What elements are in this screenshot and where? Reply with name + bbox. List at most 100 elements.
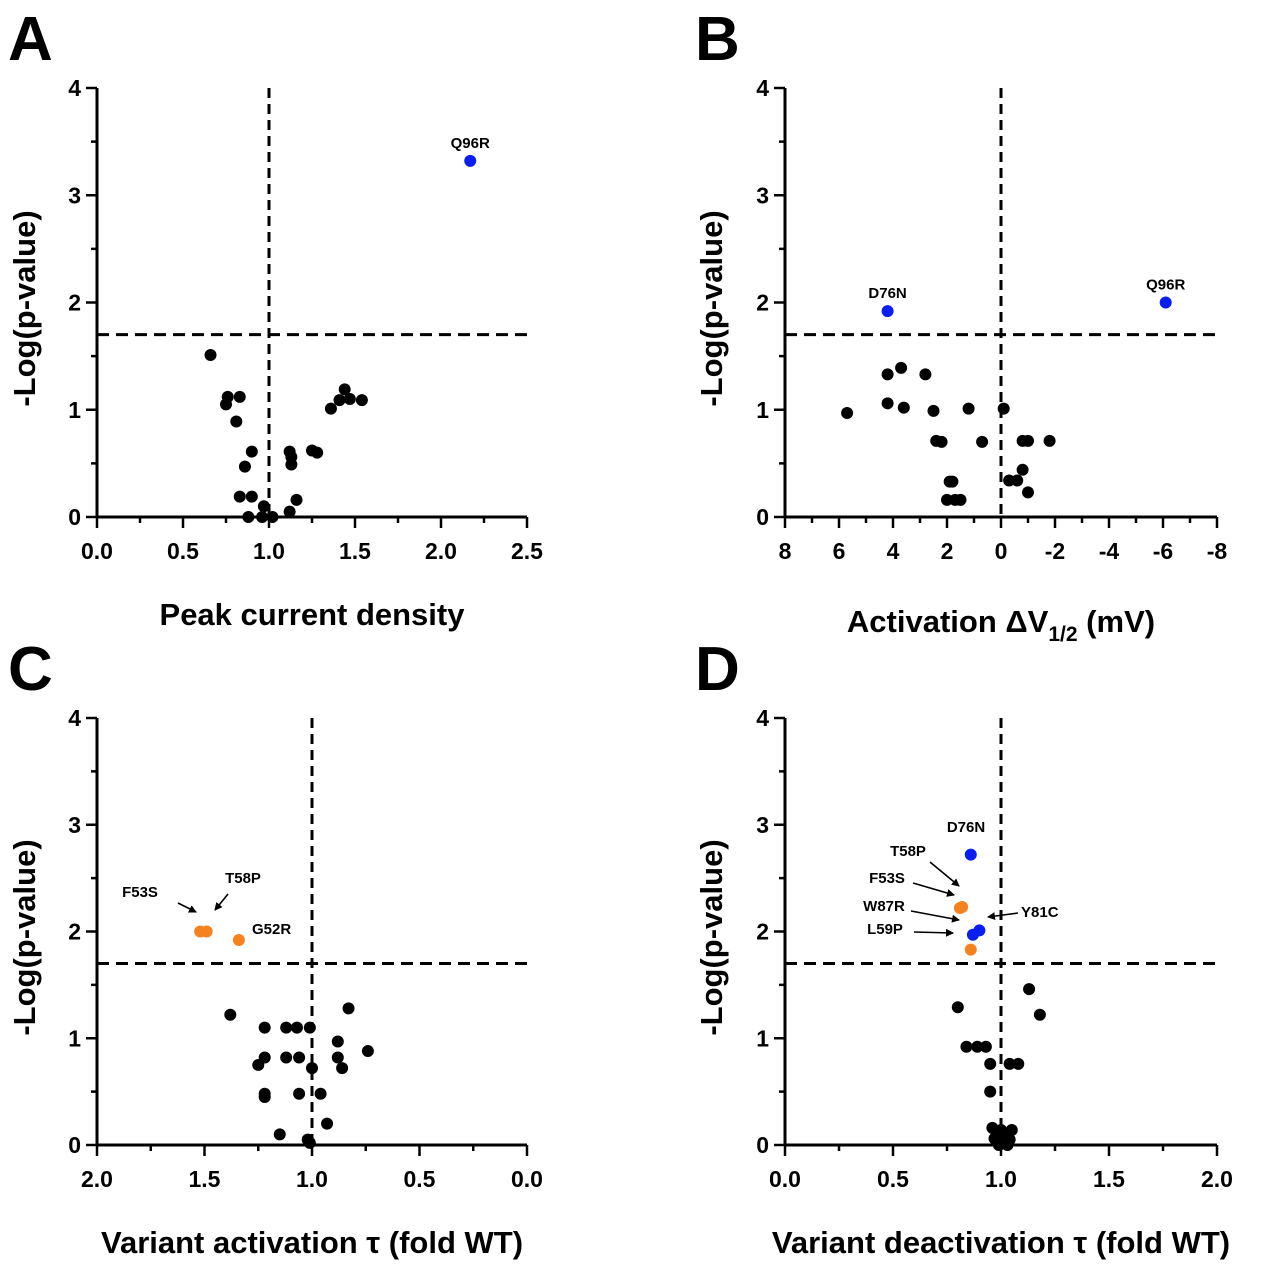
data-point: [280, 1051, 293, 1064]
data-point: [233, 490, 246, 503]
data-point: [971, 1040, 984, 1053]
data-point: [285, 458, 298, 471]
data-point: [280, 1021, 293, 1034]
data-point: [224, 1008, 237, 1021]
data-point: [233, 390, 246, 403]
panel-a: A 0 1 2 3 4 0.0 0.5 1.0 1.5 2.0 2.5 -Log(p-value) Pea…: [7, 5, 543, 632]
data-point: [324, 402, 337, 415]
panel-letter: D: [695, 635, 740, 704]
point-f53s: [953, 902, 966, 915]
data-point: [343, 393, 356, 406]
data-point: [992, 1139, 1005, 1151]
data-point: [984, 1085, 997, 1098]
x-tick-label: 1.5: [1093, 1166, 1125, 1192]
data-point: [1016, 463, 1029, 476]
label-arrow: [987, 912, 1019, 921]
panel-c: C 0 1 2 3 4 2.0 1.5 1.0 0.5 0.0 -Log(p-value) Varian…: [7, 635, 543, 1260]
y-tick-label: 1: [68, 1025, 81, 1051]
data-point: [1023, 983, 1036, 996]
x-tick-label: -4: [1099, 538, 1120, 564]
data-point: [283, 505, 296, 518]
data-point: [293, 1087, 306, 1100]
data-point: [1022, 486, 1034, 499]
y-tick-label: 4: [756, 75, 769, 101]
y-tick-label: 4: [756, 705, 769, 731]
data-point: [273, 1128, 286, 1141]
data-point: [1005, 1124, 1018, 1137]
x-tick-label: 0.0: [511, 1166, 543, 1192]
data-point: [204, 349, 217, 362]
point-t58p: [200, 925, 213, 938]
x-tick-label: 6: [833, 538, 846, 564]
y-tick-label: 2: [68, 290, 81, 316]
data-point: [342, 1002, 355, 1015]
data-point: [303, 1021, 316, 1034]
data-point: [306, 1062, 318, 1075]
y-axis-label: -Log(p-value): [694, 210, 729, 406]
y-tick-label: 0: [68, 1132, 81, 1158]
data-point: [951, 1001, 964, 1014]
data-point: [979, 1040, 992, 1053]
data-point: [314, 1087, 327, 1100]
data-point: [954, 493, 967, 506]
y-tick-label: 2: [756, 919, 769, 945]
x-axis-label: Activation ΔV1/2 (mV): [847, 604, 1155, 646]
x-tick-label: 2: [941, 538, 954, 564]
x-tick-label: -8: [1207, 538, 1228, 564]
label-arrow: [910, 910, 960, 923]
x-tick-label: 0.5: [404, 1166, 436, 1192]
label-arrow: [913, 928, 954, 937]
y-tick-label: 4: [68, 75, 81, 101]
y-tick-label: 2: [68, 919, 81, 945]
data-point: [1003, 1057, 1016, 1070]
x-axis-label: Variant activation τ (fold WT): [101, 1225, 523, 1260]
panel-letter: A: [8, 5, 53, 74]
point-q96r: [1159, 296, 1172, 309]
point-d76n: [881, 305, 894, 318]
data-point: [895, 361, 908, 374]
panel-letter: B: [695, 5, 740, 74]
data-point: [361, 1045, 374, 1058]
point-label: Q96R: [1146, 277, 1185, 294]
x-tick-label: 2.0: [81, 1166, 113, 1192]
data-point: [238, 460, 251, 473]
x-tick-label: 1.0: [296, 1166, 328, 1192]
data-point: [245, 490, 258, 503]
label-arrow: [214, 893, 229, 911]
point-label: F53S: [122, 884, 158, 901]
data-point: [230, 415, 243, 428]
data-point: [331, 1051, 344, 1064]
point-d76n: [964, 848, 977, 861]
x-tick-label: -2: [1045, 538, 1065, 564]
y-tick-label: 0: [756, 504, 769, 530]
data-point: [290, 493, 303, 506]
data-point: [976, 435, 989, 448]
point-label: D76N: [868, 285, 906, 302]
data-point: [943, 475, 956, 488]
label-arrow: [177, 902, 197, 913]
data-point: [1012, 1057, 1025, 1070]
data-point: [355, 394, 368, 407]
y-tick-label: 1: [756, 397, 769, 423]
data-point: [897, 401, 910, 414]
point-label: G52R: [252, 921, 291, 938]
x-tick-label: 1.0: [985, 1166, 1017, 1192]
y-tick-label: 0: [68, 504, 81, 530]
data-point: [1001, 1139, 1014, 1151]
y-tick-label: 3: [68, 182, 81, 208]
data-point: [311, 446, 324, 459]
x-axis-label: Peak current density: [160, 597, 466, 632]
data-point: [245, 445, 258, 458]
y-tick-label: 1: [68, 397, 81, 423]
x-tick-label: 0.5: [167, 538, 199, 564]
x-tick-label: 2.0: [425, 538, 457, 564]
panel-d: D 0 1 2 3 4 0.0 0.5 1.0 1.5 2.0 -Log(p-value) Varian…: [694, 635, 1233, 1260]
data-point: [336, 1062, 349, 1075]
data-point: [293, 1051, 306, 1064]
y-tick-label: 3: [68, 812, 81, 838]
panel-b: B 0 1 2 3 4 8 6 4 2 0 -2 -4 -6 -8 -Log(p-value) Activati…: [694, 5, 1227, 646]
point-label: T58P: [890, 843, 926, 860]
data-point: [962, 402, 975, 415]
data-point: [331, 1035, 344, 1048]
